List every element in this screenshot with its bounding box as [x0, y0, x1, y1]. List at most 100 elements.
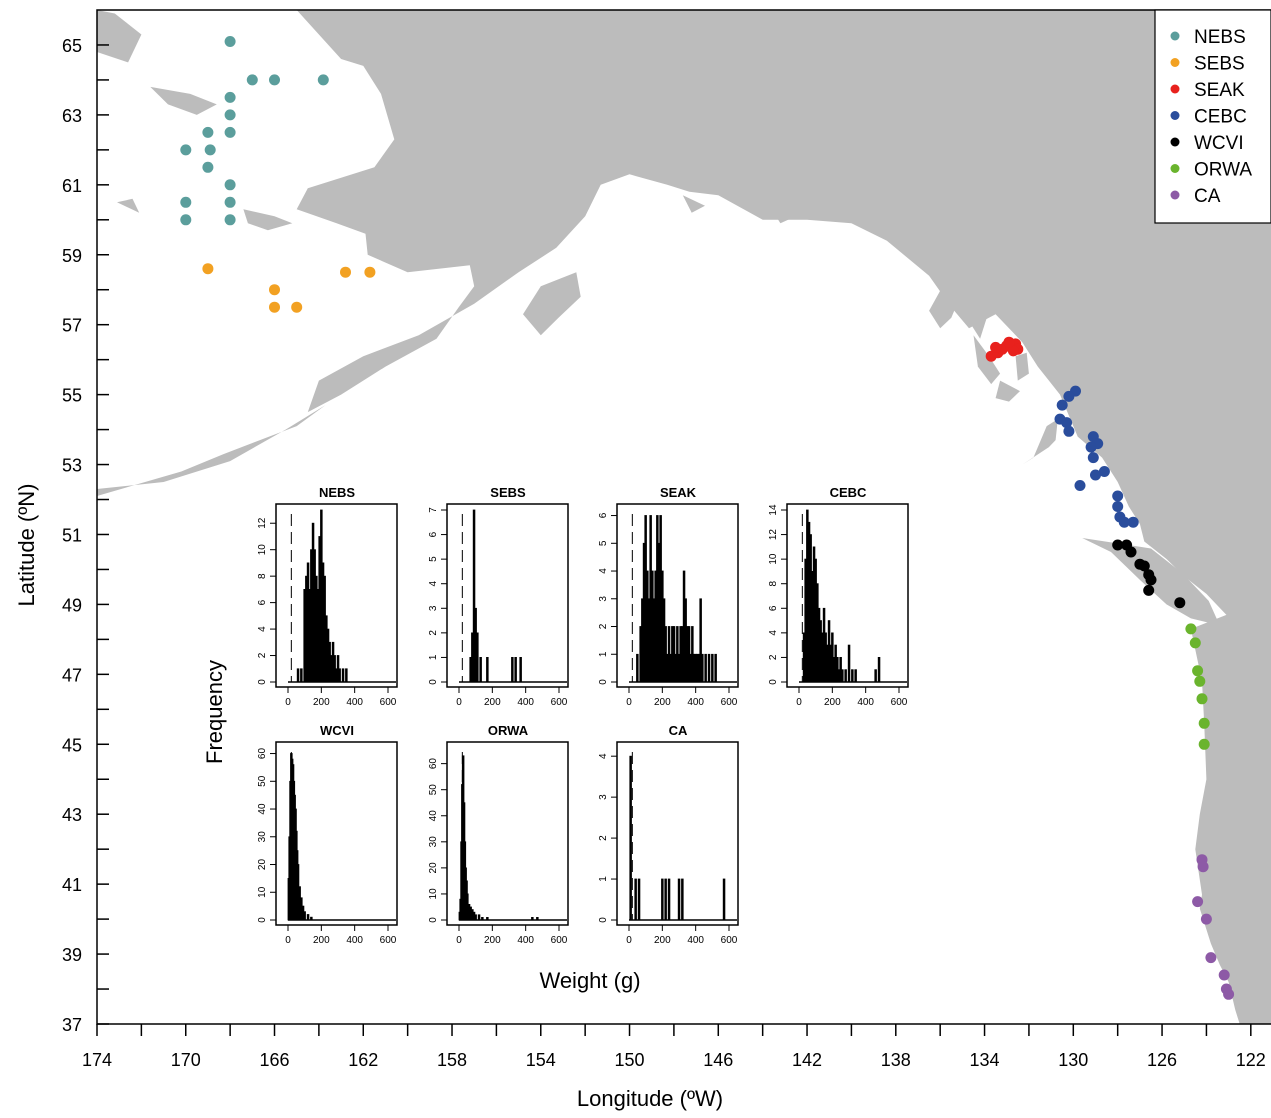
point-sebs-5 — [364, 266, 376, 278]
land-polygon-2 — [1022, 419, 1058, 465]
legend-marker-ca — [1170, 190, 1180, 200]
point-ca-7 — [1223, 988, 1235, 1000]
histogram-y-tick-label-nebs-0: 0 — [257, 679, 268, 685]
point-orwa-5 — [1198, 717, 1210, 729]
point-cebc-9 — [1087, 452, 1099, 464]
histogram-bar-wcvi-17 — [310, 916, 313, 921]
point-sebs-4 — [340, 266, 351, 278]
histogram-y-tick-label-wcvi-30: 30 — [257, 831, 268, 843]
histogram-bar-orwa-16 — [481, 917, 484, 921]
point-nebs-12 — [180, 196, 192, 208]
histogram-x-tick-label-sebs-200: 200 — [484, 697, 501, 708]
histogram-ca: CA 0 200 400 600 0 1 2 3 4 — [598, 723, 739, 946]
point-ca-4 — [1205, 952, 1217, 964]
histogram-y-tick-label-nebs-4: 4 — [257, 626, 268, 632]
histogram-bar-ca-3 — [661, 878, 664, 921]
histogram-bar-sebs-7 — [511, 657, 514, 683]
y-tick-label-61: 61 — [62, 176, 82, 196]
point-sebs-3 — [291, 301, 303, 313]
histogram-x-tick-label-ca-200: 200 — [654, 935, 671, 946]
histogram-title-sebs: SEBS — [490, 485, 526, 500]
x-axis-label: Longitude (ºW) — [577, 1086, 723, 1111]
legend-label-orwa: ORWA — [1194, 160, 1252, 181]
x-tick-label-138: 138 — [881, 1050, 911, 1070]
histogram-x-tick-label-cebc-0: 0 — [796, 697, 802, 708]
point-nebs-15 — [224, 214, 236, 226]
y-tick-label-37: 37 — [62, 1015, 82, 1035]
legend: NEBS SEBS SEAK CEBC WCVI ORWA CA — [1154, 9, 1271, 224]
histogram-bar-orwa-15 — [477, 914, 481, 921]
land-polygon-7 — [117, 198, 140, 213]
y-tick-label-51: 51 — [62, 525, 82, 545]
point-orwa-4 — [1196, 693, 1208, 705]
histogram-bar-seak-37 — [699, 598, 702, 683]
histogram-y-tick-label-orwa-0: 0 — [428, 917, 439, 923]
histogram-bar-seak-0 — [636, 653, 639, 683]
histogram-x-tick-label-seak-0: 0 — [626, 697, 632, 708]
legend-label-seak: SEAK — [1194, 80, 1245, 101]
histogram-bar-nebs-23 — [338, 668, 341, 683]
histogram-y-tick-label-wcvi-20: 20 — [257, 859, 268, 871]
legend-label-cebc: CEBC — [1194, 107, 1247, 128]
x-tick-label-162: 162 — [348, 1050, 378, 1070]
histogram-x-tick-label-seak-400: 400 — [687, 697, 704, 708]
legend-label-ca: CA — [1194, 186, 1221, 207]
histogram-y-tick-label-seak-1: 1 — [598, 651, 609, 657]
histogram-bar-ca-5 — [667, 878, 671, 921]
y-tick-label-41: 41 — [62, 875, 82, 895]
point-nebs-3 — [317, 74, 329, 86]
point-ca-5 — [1218, 969, 1230, 981]
histogram-bar-wcvi-16 — [306, 914, 310, 921]
histogram-title-ca: CA — [669, 723, 688, 738]
histogram-title-orwa: ORWA — [488, 723, 529, 738]
legend-label-wcvi: WCVI — [1194, 133, 1244, 154]
histogram-x-tick-label-nebs-400: 400 — [346, 697, 363, 708]
histogram-y-tick-label-sebs-4: 4 — [428, 580, 439, 586]
point-orwa-2 — [1192, 665, 1204, 677]
point-nebs-11 — [224, 179, 236, 191]
land-polygon-4 — [523, 272, 581, 336]
point-wcvi-7 — [1143, 584, 1155, 596]
land-polygon-16 — [682, 195, 705, 213]
histogram-x-tick-label-wcvi-200: 200 — [313, 935, 330, 946]
histogram-cebc: CEBC 0 200 400 600 0 2 4 6 8 10 12 14 — [768, 485, 909, 708]
histogram-y-tick-label-orwa-50: 50 — [428, 784, 439, 796]
histogram-nebs: NEBS 0 200 400 600 0 2 4 6 8 10 12 — [257, 485, 398, 708]
point-wcvi-0 — [1112, 539, 1124, 551]
point-nebs-0 — [224, 36, 236, 47]
point-sebs-0 — [202, 263, 214, 275]
histogram-y-tick-label-ca-4: 4 — [598, 753, 609, 759]
legend-marker-seak — [1170, 84, 1180, 94]
histogram-y-tick-label-sebs-7: 7 — [428, 507, 439, 513]
point-seak-7 — [990, 341, 1002, 353]
land-polygon-14 — [995, 380, 1020, 402]
point-nebs-4 — [224, 91, 236, 103]
histogram-y-tick-label-cebc-10: 10 — [768, 553, 779, 565]
point-cebc-11 — [1090, 469, 1101, 481]
x-tick-label-150: 150 — [615, 1050, 645, 1070]
point-nebs-8 — [180, 144, 192, 156]
point-cebc-1 — [1063, 390, 1075, 402]
y-tick-label-39: 39 — [62, 945, 82, 965]
y-tick-label-43: 43 — [62, 805, 82, 825]
histogram-bar-ca-8 — [722, 878, 726, 921]
x-tick-label-122: 122 — [1236, 1050, 1266, 1070]
histogram-y-label: Frequency — [202, 660, 227, 764]
histogram-y-tick-label-orwa-60: 60 — [428, 758, 439, 770]
histogram-x-tick-label-nebs-600: 600 — [380, 697, 397, 708]
histogram-x-tick-label-cebc-400: 400 — [857, 697, 874, 708]
histogram-bar-cebc-24 — [844, 669, 847, 683]
histogram-y-tick-label-cebc-2: 2 — [768, 654, 779, 660]
histogram-y-tick-label-ca-0: 0 — [598, 917, 609, 923]
histogram-y-tick-label-wcvi-0: 0 — [257, 917, 268, 923]
land-polygon-12 — [973, 335, 1001, 385]
histogram-x-tick-label-seak-200: 200 — [654, 697, 671, 708]
histogram-x-tick-label-sebs-0: 0 — [456, 697, 462, 708]
land-polygon-10 — [929, 282, 961, 329]
point-cebc-14 — [1112, 501, 1124, 512]
land-polygon-11 — [966, 289, 989, 339]
point-cebc-5 — [1063, 425, 1075, 437]
y-tick-label-47: 47 — [62, 665, 82, 685]
histogram-x-tick-label-sebs-600: 600 — [551, 697, 568, 708]
